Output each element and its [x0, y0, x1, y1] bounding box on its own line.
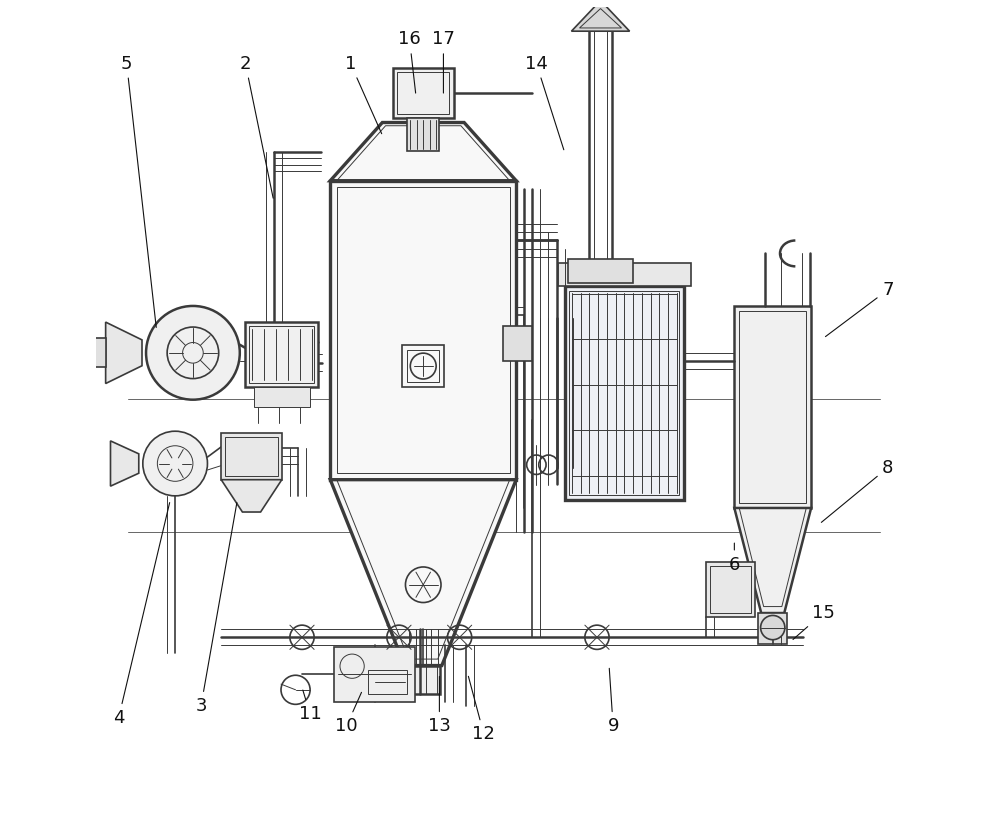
- Text: 16: 16: [398, 30, 421, 93]
- Bar: [73, 339, 106, 367]
- Text: 4: 4: [113, 502, 170, 727]
- Bar: [706, 562, 755, 617]
- Bar: [330, 181, 516, 480]
- Text: 14: 14: [525, 54, 564, 150]
- Polygon shape: [330, 122, 516, 181]
- Bar: [710, 566, 751, 613]
- Bar: [407, 350, 439, 382]
- Bar: [402, 345, 444, 387]
- Bar: [397, 72, 449, 114]
- Bar: [337, 187, 510, 473]
- Bar: [225, 436, 278, 476]
- Polygon shape: [734, 508, 811, 613]
- Text: 1: 1: [345, 54, 382, 134]
- Text: 11: 11: [299, 690, 321, 723]
- Bar: [254, 387, 310, 407]
- Text: 12: 12: [468, 677, 495, 743]
- Text: 13: 13: [428, 677, 451, 735]
- Bar: [758, 613, 787, 644]
- Bar: [393, 68, 454, 118]
- Circle shape: [143, 432, 207, 496]
- Text: 3: 3: [195, 502, 237, 715]
- Text: 5: 5: [121, 54, 156, 327]
- Bar: [558, 263, 691, 286]
- Bar: [503, 326, 532, 362]
- Bar: [739, 311, 806, 503]
- Bar: [368, 670, 407, 694]
- Text: 15: 15: [793, 604, 835, 640]
- Text: 8: 8: [821, 459, 894, 522]
- Bar: [245, 322, 318, 387]
- Bar: [221, 433, 282, 480]
- Text: 10: 10: [335, 692, 361, 735]
- Polygon shape: [571, 1, 630, 31]
- Polygon shape: [221, 480, 282, 512]
- Text: 9: 9: [607, 668, 619, 735]
- Circle shape: [146, 306, 240, 399]
- Text: 17: 17: [432, 30, 455, 93]
- Bar: [334, 647, 415, 702]
- Bar: [249, 326, 314, 383]
- Bar: [568, 259, 633, 284]
- Polygon shape: [110, 441, 139, 486]
- Text: 2: 2: [240, 54, 273, 198]
- Bar: [569, 291, 679, 495]
- Bar: [409, 666, 437, 694]
- Bar: [734, 306, 811, 508]
- Bar: [565, 286, 684, 500]
- Bar: [407, 118, 439, 150]
- Polygon shape: [330, 480, 516, 666]
- Text: 6: 6: [729, 543, 740, 574]
- Circle shape: [761, 616, 785, 640]
- Polygon shape: [106, 322, 142, 384]
- Bar: [406, 666, 440, 694]
- Text: 7: 7: [825, 281, 894, 336]
